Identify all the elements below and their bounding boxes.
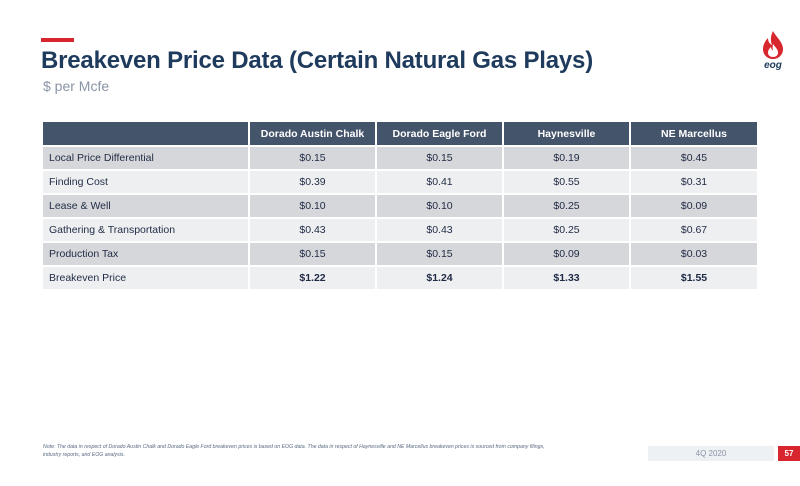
flame-drop-icon: [756, 30, 790, 60]
row-label: Production Tax: [43, 242, 250, 267]
column-header: Dorado Austin Chalk: [249, 122, 377, 147]
table-cell: $0.67: [630, 218, 757, 243]
table-row: Production Tax $0.15 $0.15 $0.09 $0.03: [43, 242, 757, 267]
period-label: 4Q 2020: [648, 446, 774, 461]
logo-wordmark: eog: [764, 60, 782, 71]
table-cell: $0.15: [376, 146, 504, 171]
table-cell: $0.39: [249, 170, 377, 195]
table-cell: $0.45: [630, 146, 757, 171]
table-row: Local Price Differential $0.15 $0.15 $0.…: [43, 146, 757, 171]
table-cell: $0.41: [376, 170, 504, 195]
table-cell: $0.09: [503, 242, 631, 267]
footnote-line: Note: The data in respect of Dorado Aust…: [43, 444, 545, 450]
table-cell: $0.15: [249, 146, 377, 171]
table-cell: $0.15: [376, 242, 504, 267]
table-cell: $0.43: [249, 218, 377, 243]
table-cell: $0.10: [376, 194, 504, 219]
table-cell: $1.24: [376, 266, 504, 291]
table-row: Gathering & Transportation $0.43 $0.43 $…: [43, 218, 757, 243]
page-number: 57: [778, 446, 800, 461]
table-cell: $0.25: [503, 218, 631, 243]
title-accent-bar: [41, 38, 74, 42]
column-header: Haynesville: [503, 122, 631, 147]
breakeven-table: Dorado Austin Chalk Dorado Eagle Ford Ha…: [43, 122, 757, 291]
table-cell: $1.55: [630, 266, 757, 291]
table-cell: $0.09: [630, 194, 757, 219]
page-title: Breakeven Price Data (Certain Natural Ga…: [41, 47, 593, 74]
table-cell: $0.19: [503, 146, 631, 171]
table-cell: $0.03: [630, 242, 757, 267]
row-label: Finding Cost: [43, 170, 250, 195]
table-cell: $0.55: [503, 170, 631, 195]
table-row-total: Breakeven Price $1.22 $1.24 $1.33 $1.55: [43, 266, 757, 291]
table-row: Lease & Well $0.10 $0.10 $0.25 $0.09: [43, 194, 757, 219]
row-label: Lease & Well: [43, 194, 250, 219]
table-cell: $0.31: [630, 170, 757, 195]
row-label: Breakeven Price: [43, 266, 250, 291]
table-cell: $0.25: [503, 194, 631, 219]
table-cell: $0.15: [249, 242, 377, 267]
table-cell: $0.10: [249, 194, 377, 219]
page-subtitle: $ per Mcfe: [43, 78, 110, 94]
table-header-row: Dorado Austin Chalk Dorado Eagle Ford Ha…: [43, 122, 757, 147]
table-cell: $1.22: [249, 266, 377, 291]
table-row: Finding Cost $0.39 $0.41 $0.55 $0.31: [43, 170, 757, 195]
column-header: Dorado Eagle Ford: [376, 122, 504, 147]
table-cell: $1.33: [503, 266, 631, 291]
column-header: [43, 122, 250, 147]
eog-logo: eog: [756, 30, 790, 76]
column-header: NE Marcellus: [630, 122, 757, 147]
row-label: Gathering & Transportation: [43, 218, 250, 243]
footnote: Note: The data in respect of Dorado Aust…: [43, 443, 643, 459]
row-label: Local Price Differential: [43, 146, 250, 171]
footnote-line: industry reports, and EOG analysis.: [43, 452, 125, 458]
table-cell: $0.43: [376, 218, 504, 243]
